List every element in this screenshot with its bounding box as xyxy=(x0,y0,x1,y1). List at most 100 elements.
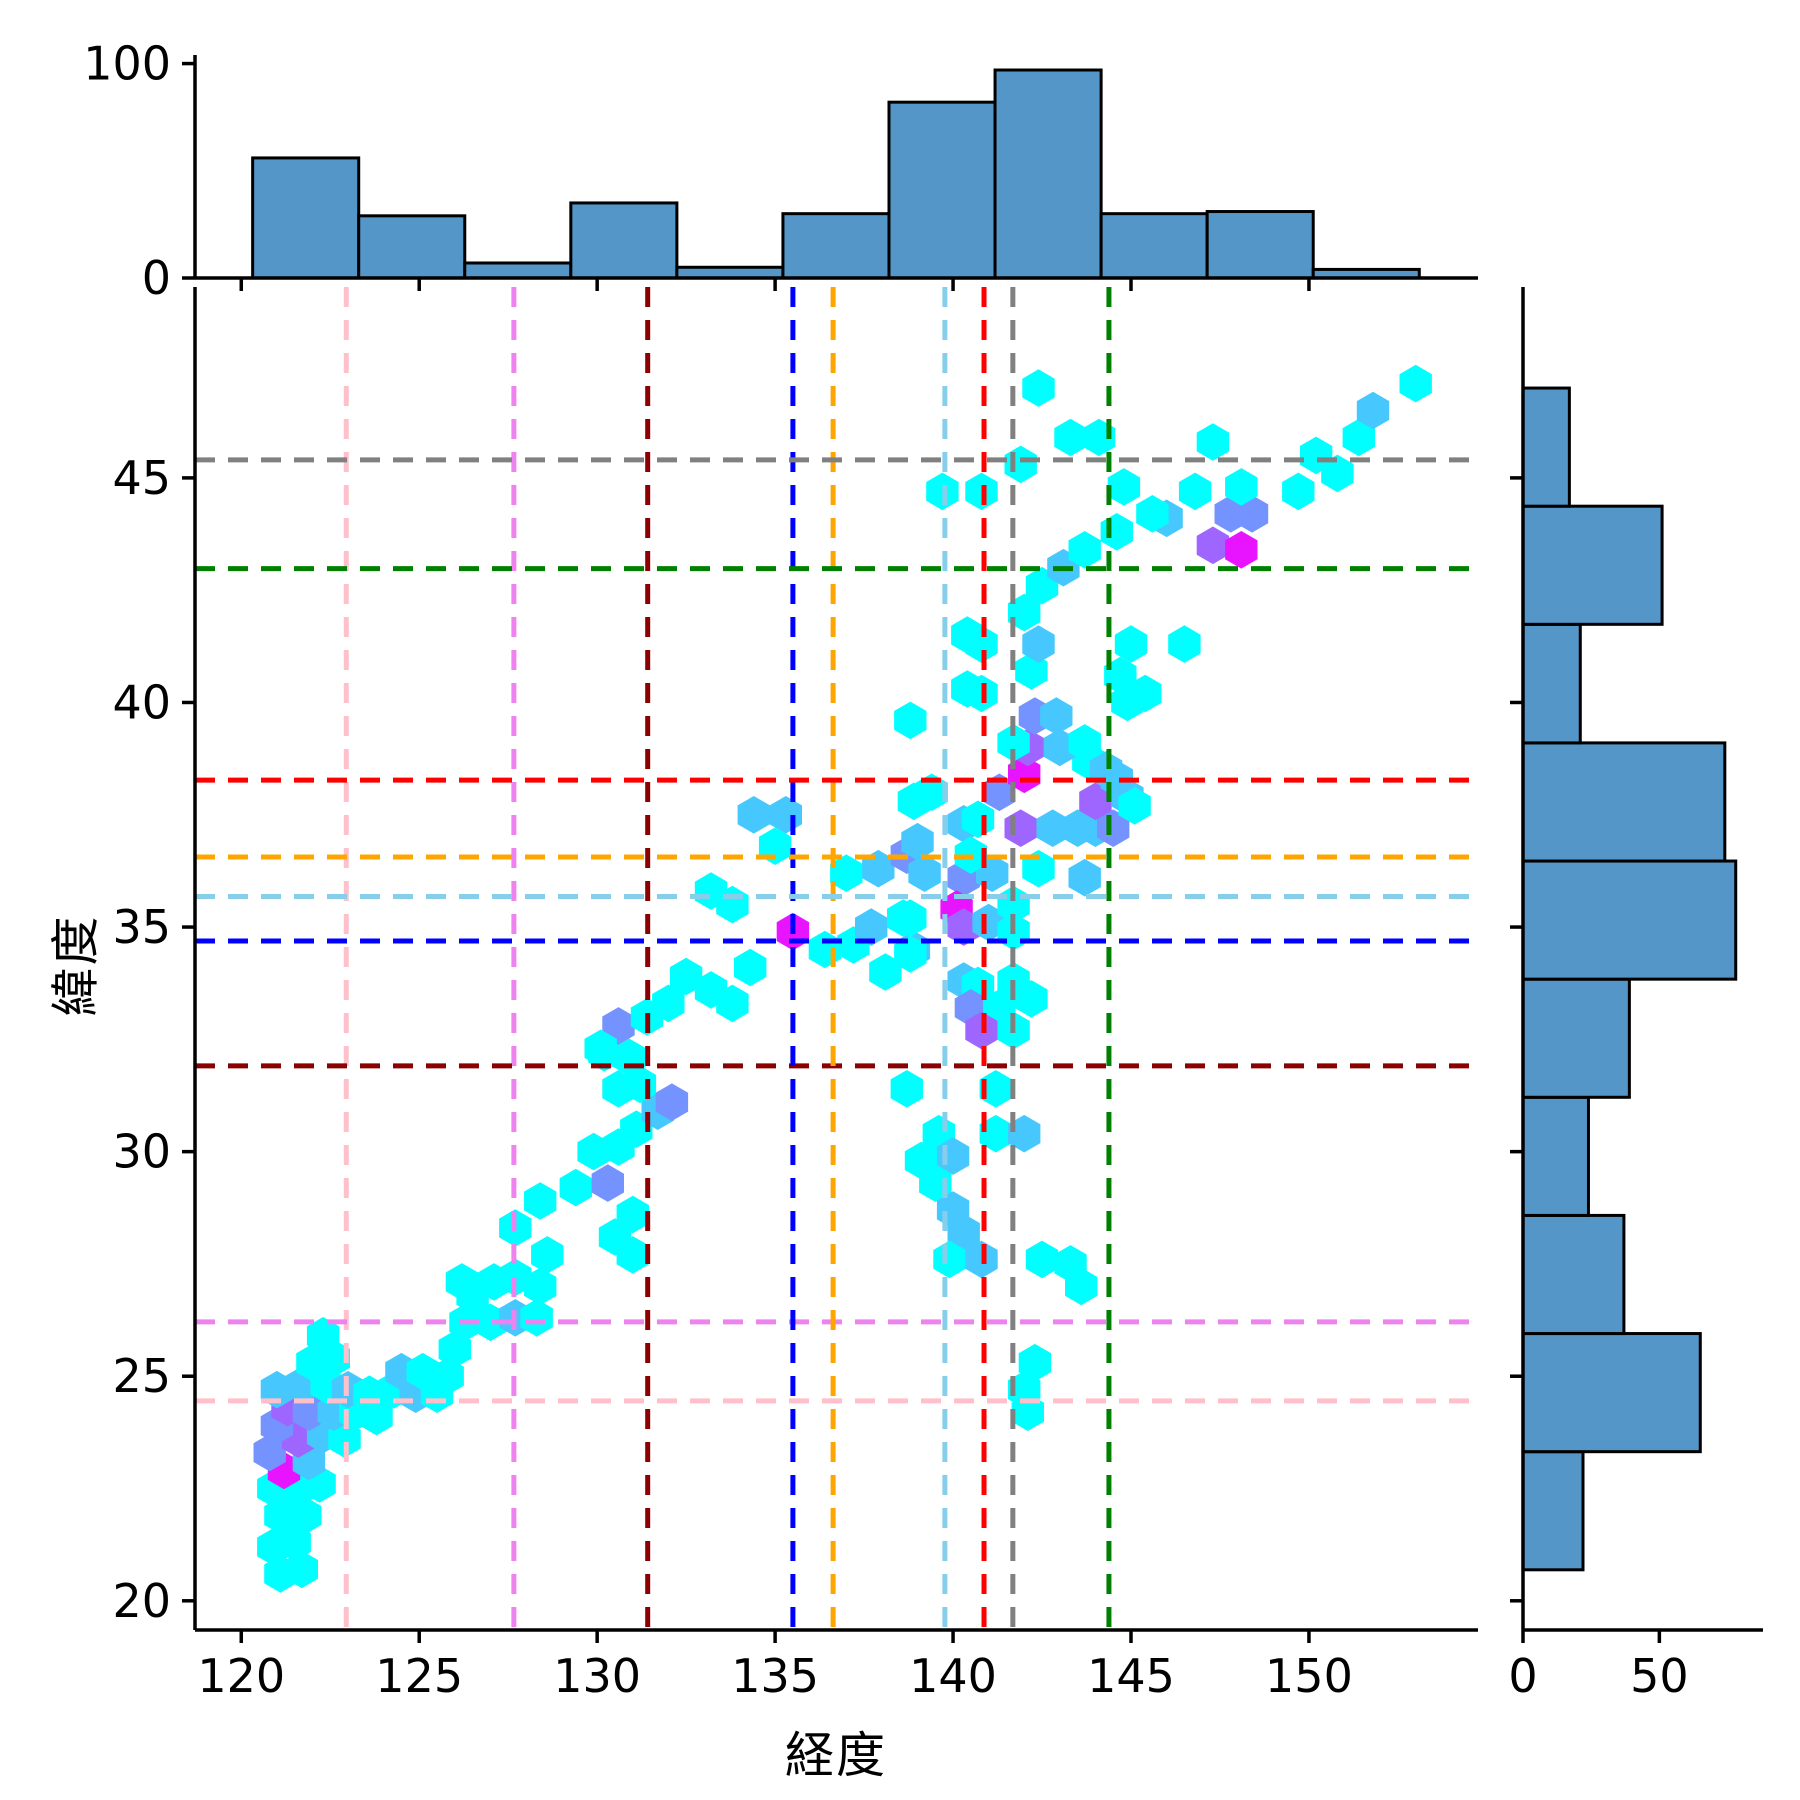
hexbin-cell xyxy=(306,1317,340,1355)
top-histogram-bar xyxy=(357,214,467,280)
top-histogram-bar xyxy=(781,212,891,280)
hexbin-cell xyxy=(1025,1240,1059,1279)
x-tick-label: 135 xyxy=(731,1649,819,1703)
hexbin-cell xyxy=(652,984,685,1023)
top-hist-y-tick-label: 100 xyxy=(83,37,171,91)
hexbin-cell xyxy=(1079,782,1112,821)
hexbin-cell xyxy=(616,1195,649,1234)
right-histogram-bar xyxy=(1521,1450,1585,1572)
hexbin-cell xyxy=(1040,697,1073,735)
right-histogram-bar xyxy=(1521,1332,1702,1454)
hexbin-cell xyxy=(1008,1114,1041,1153)
hexbin-cell xyxy=(559,1168,592,1207)
hexbin-cell xyxy=(830,854,863,892)
hexbin-cell xyxy=(1022,625,1055,663)
hexbin-cell xyxy=(894,899,927,937)
hexbin-cell xyxy=(577,1132,610,1171)
y-tick-label: 40 xyxy=(112,675,171,729)
hexbin-cell xyxy=(1036,809,1069,847)
hexbin-cell xyxy=(1225,468,1258,506)
hexbin-cell xyxy=(278,1523,311,1562)
top-histogram-bar xyxy=(251,156,361,280)
hexbin-cell xyxy=(979,1114,1012,1153)
hexbin-cell xyxy=(947,908,980,946)
top-histogram-bar xyxy=(569,201,679,280)
right-histogram-bar xyxy=(1521,741,1727,863)
hexbin-cell xyxy=(584,1029,617,1068)
hexbin-cell xyxy=(1136,495,1169,533)
top-histogram: 0 100 xyxy=(83,37,1478,305)
hexbin-cell xyxy=(1321,454,1354,493)
hexbin-cell xyxy=(531,1236,564,1274)
hexbin-cell xyxy=(1065,1267,1098,1306)
hexbin-cell xyxy=(655,1083,689,1121)
y-tick-label: 45 xyxy=(112,451,171,505)
hexbin-cell xyxy=(1118,787,1151,825)
joint-tick-labels: 120 125 130 135 140 145 150 20 25 30 35 40 45 xyxy=(112,451,1352,1703)
hexbin-cell xyxy=(979,1070,1012,1108)
hexbin-cell xyxy=(1100,513,1133,551)
hexbin-cell xyxy=(1004,809,1037,847)
right-hist-x-tick-label: 0 xyxy=(1508,1649,1537,1703)
hexbin-cell xyxy=(669,957,703,996)
top-hist-y-tick-label: 0 xyxy=(142,251,171,305)
right-histogram-bar xyxy=(1521,977,1631,1099)
hexbin-cell xyxy=(965,1011,998,1050)
hexbin-cell xyxy=(353,1375,386,1413)
hexbin-cell xyxy=(1054,418,1087,457)
hexbin-cell xyxy=(951,670,984,708)
top-histogram-bar xyxy=(1099,212,1209,280)
x-tick-label: 140 xyxy=(909,1649,997,1703)
hexbin-cell xyxy=(983,773,1016,812)
y-tick-label: 30 xyxy=(112,1125,171,1179)
joint-axes xyxy=(182,287,1478,1643)
right-histogram-bar xyxy=(1521,859,1738,981)
hexbin-cell xyxy=(1068,724,1101,762)
hexbin-cell xyxy=(737,796,770,834)
x-tick-label: 120 xyxy=(197,1649,285,1703)
hexbin-cell xyxy=(328,1420,361,1458)
hexbin-cell xyxy=(894,701,927,740)
hexbin-cell xyxy=(1178,472,1212,511)
hexbin-cell xyxy=(1342,418,1375,457)
hexbin-cell xyxy=(1004,445,1037,484)
right-hist-x-tick-label: 50 xyxy=(1630,1649,1689,1703)
hexbin-cell xyxy=(1022,369,1055,407)
hexbin-cell xyxy=(1068,858,1101,897)
top-histogram-bar xyxy=(887,100,997,280)
right-histogram-bar xyxy=(1521,386,1571,508)
hexbin-cell xyxy=(855,908,888,946)
x-tick-label: 145 xyxy=(1087,1649,1175,1703)
hexbin-cell xyxy=(406,1352,439,1391)
hexbin-cell xyxy=(438,1330,471,1369)
hexbin-cell xyxy=(1008,755,1041,794)
reference-lines-layer xyxy=(195,287,1478,1630)
hexbin-cell xyxy=(716,984,749,1023)
hexbin-cell xyxy=(524,1267,557,1306)
y-axis-label: 緯度 xyxy=(47,914,105,1017)
hexbin-cell xyxy=(1114,625,1148,663)
hexbin-cell xyxy=(808,930,842,969)
hexbin-cell xyxy=(965,1240,998,1279)
y-tick-label: 20 xyxy=(112,1574,171,1628)
x-tick-label: 125 xyxy=(375,1649,463,1703)
hexbin-cell xyxy=(869,953,902,991)
hexbin-cell xyxy=(1018,1343,1052,1382)
hexbin-cell xyxy=(1235,495,1269,533)
hexbin-cell xyxy=(965,472,998,511)
hexbin-cell xyxy=(1225,531,1258,569)
x-tick-label: 130 xyxy=(553,1649,641,1703)
hexbin-cell xyxy=(616,1236,649,1274)
hexbin-cell xyxy=(1111,683,1144,722)
hexbin-cell xyxy=(1168,625,1201,663)
hexbin-cell xyxy=(445,1263,479,1301)
right-histogram-bar xyxy=(1521,1095,1590,1217)
hexbin-cell xyxy=(520,1299,553,1337)
hexbin-cell xyxy=(474,1303,507,1342)
hexbin-cell xyxy=(1068,531,1101,569)
right-histogram-bar xyxy=(1521,622,1582,745)
hexbin-cell xyxy=(1008,593,1041,632)
hexbin-cell xyxy=(972,903,1005,942)
top-histogram-bar xyxy=(1205,210,1315,280)
